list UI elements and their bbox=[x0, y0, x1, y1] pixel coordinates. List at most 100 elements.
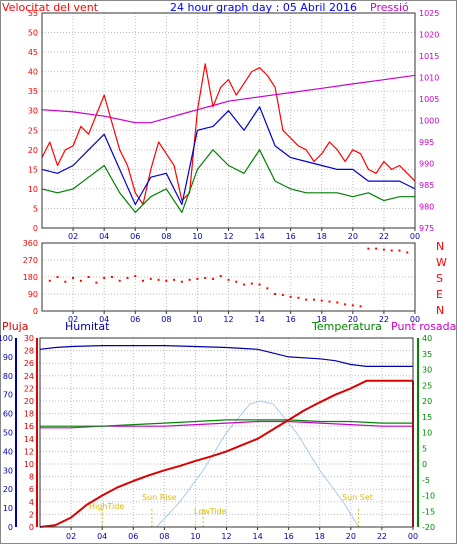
humidity-tick-label: 70 bbox=[3, 391, 13, 400]
temperature-tick-label: 5 bbox=[422, 444, 427, 453]
chart-layer: 0510152025303540455055975980985990995100… bbox=[0, 9, 439, 541]
wind-direction-point bbox=[281, 293, 284, 296]
wind-direction-point bbox=[64, 280, 67, 283]
p2-ytick-label: 360 bbox=[23, 239, 38, 248]
humidity-tick-label: 40 bbox=[3, 447, 13, 456]
p2-xtick-label: 14 bbox=[254, 315, 264, 324]
wind-direction-point bbox=[118, 279, 121, 282]
temperature-tick-label: 25 bbox=[422, 381, 432, 390]
p1-ytick-label: 45 bbox=[28, 48, 38, 57]
rain-tick-label: 12 bbox=[24, 447, 34, 456]
wind-direction-point bbox=[258, 283, 261, 286]
legend-rain: Pluja bbox=[2, 320, 28, 333]
pressure-line bbox=[41, 74, 416, 124]
wind-direction-point bbox=[219, 275, 222, 278]
p1-xtick-label: 16 bbox=[286, 232, 296, 241]
p2-xtick-label: 00 bbox=[410, 315, 420, 324]
wind-avg-line bbox=[41, 106, 416, 206]
p2-ytick-label: 270 bbox=[23, 256, 38, 265]
rain-tick-label: 16 bbox=[24, 422, 34, 431]
p3-xtick-label: 22 bbox=[377, 532, 387, 541]
temperature-tick-label: 10 bbox=[422, 429, 432, 438]
humidity-line bbox=[39, 345, 413, 367]
wind-direction-point bbox=[180, 280, 183, 283]
rain-tick-label: 24 bbox=[24, 372, 34, 381]
humidity-tick-label: 30 bbox=[3, 466, 13, 475]
p3-xtick-label: 18 bbox=[315, 532, 325, 541]
wind-direction-point bbox=[243, 283, 246, 286]
wind-direction-point bbox=[211, 277, 214, 280]
rain-tick-label: 28 bbox=[24, 347, 34, 356]
p1-xtick-label: 08 bbox=[161, 232, 171, 241]
wind-direction-point bbox=[359, 305, 362, 308]
rain-tick-label: 26 bbox=[24, 359, 34, 368]
p3-xtick-label: 20 bbox=[346, 532, 356, 541]
rain-tick-label: 14 bbox=[24, 435, 34, 444]
annotation-lowtide: LowTide bbox=[194, 507, 227, 516]
wind-direction-point bbox=[297, 296, 300, 299]
p1-xtick-label: 22 bbox=[379, 232, 389, 241]
p1-ytick-label: 15 bbox=[28, 165, 38, 174]
p2-xtick-label: 10 bbox=[192, 315, 202, 324]
sun-arc-line bbox=[156, 400, 360, 528]
p3-xtick-label: 14 bbox=[252, 532, 262, 541]
rain-tick-label: 20 bbox=[24, 397, 34, 406]
temperature-tick-label: 20 bbox=[422, 397, 432, 406]
p1-pressure-tick-label: 995 bbox=[419, 138, 434, 147]
wind-direction-point bbox=[305, 298, 308, 301]
annotation-hightide: HighTide bbox=[89, 502, 124, 511]
humidity-tick-label: 20 bbox=[3, 485, 13, 494]
p1-ytick-label: 30 bbox=[28, 107, 38, 116]
wind-direction-point bbox=[165, 279, 168, 282]
p1-xtick-label: 02 bbox=[68, 232, 78, 241]
legend-humidity: Humitat bbox=[65, 320, 110, 333]
p3-xtick-label: 06 bbox=[128, 532, 138, 541]
wind-direction-point bbox=[157, 278, 160, 281]
wind-direction-point bbox=[344, 303, 347, 306]
legend-temperature: Temperatura bbox=[311, 320, 382, 333]
p2-ytick-label: 90 bbox=[28, 290, 38, 299]
p1-xtick-label: 12 bbox=[223, 232, 233, 241]
wind-direction-point bbox=[134, 275, 137, 278]
p3-xtick-label: 08 bbox=[159, 532, 169, 541]
temperature-tick-label: 30 bbox=[422, 366, 432, 375]
p2-ytick-label: 0 bbox=[33, 307, 38, 316]
p3-xtick-label: 04 bbox=[97, 532, 107, 541]
p1-ytick-label: 20 bbox=[28, 146, 38, 155]
p3-xtick-label: 10 bbox=[190, 532, 200, 541]
pressure-axis-label: Pressió bbox=[370, 1, 409, 14]
temperature-tick-label: 15 bbox=[422, 413, 432, 422]
wind-direction-point bbox=[188, 278, 191, 281]
p2-xtick-label: 02 bbox=[68, 315, 78, 324]
wind-direction-point bbox=[196, 277, 199, 280]
compass-n-top: N bbox=[436, 240, 444, 253]
wind-direction-point bbox=[274, 293, 277, 295]
wind-direction-point bbox=[173, 278, 176, 281]
rain-line bbox=[39, 379, 413, 528]
wind-direction-point bbox=[336, 301, 339, 304]
wind-direction-point bbox=[250, 282, 253, 285]
p1-pressure-tick-label: 990 bbox=[419, 160, 434, 169]
humidity-tick-label: 10 bbox=[3, 504, 13, 513]
p1-pressure-tick-label: 985 bbox=[419, 181, 434, 190]
legend-dewpoint: Punt rosada bbox=[391, 320, 456, 333]
annotation-sunrise: Sun Rise bbox=[142, 493, 177, 502]
p1-ytick-label: 5 bbox=[33, 204, 38, 213]
p3-xtick-label: 02 bbox=[66, 532, 76, 541]
temperature-tick-label: 0 bbox=[422, 460, 427, 469]
wind-direction-point bbox=[235, 280, 238, 283]
p1-ytick-label: 10 bbox=[28, 185, 38, 194]
wind-direction-point bbox=[328, 300, 331, 303]
wind-direction-point bbox=[406, 251, 409, 254]
rain-tick-label: 10 bbox=[24, 460, 34, 469]
wind-direction-point bbox=[103, 276, 106, 279]
p1-pressure-tick-label: 975 bbox=[419, 224, 434, 233]
p1-pressure-tick-label: 1020 bbox=[419, 31, 439, 40]
p1-pressure-tick-label: 1015 bbox=[419, 52, 439, 61]
wind-direction-point bbox=[142, 279, 145, 282]
rain-tick-label: 0 bbox=[29, 523, 34, 532]
compass-n-bottom: N bbox=[436, 304, 444, 317]
wind-direction-point bbox=[95, 281, 98, 284]
p2-xtick-label: 08 bbox=[161, 315, 171, 324]
